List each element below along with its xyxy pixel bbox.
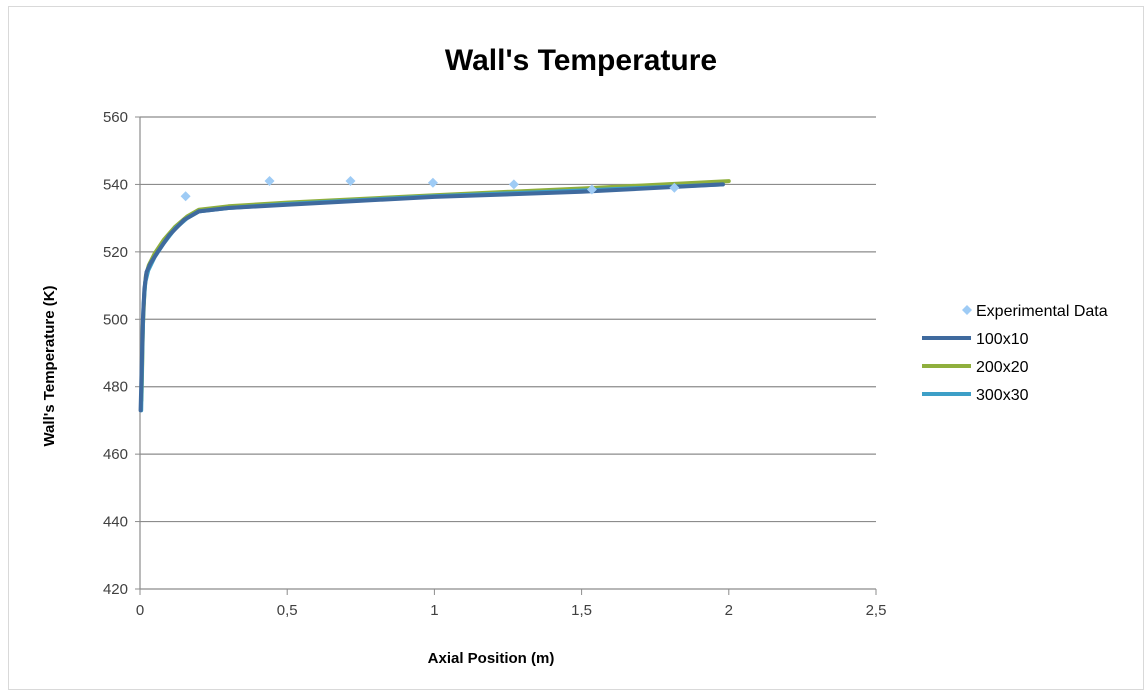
legend-label-3: 300x30	[976, 387, 1029, 404]
series-line-200x20	[139, 179, 731, 403]
ytick-label-480: 480	[103, 379, 128, 396]
xtick-label-4: 2	[725, 602, 733, 619]
series-line-100x10	[138, 182, 725, 413]
data-point-experimental-4	[508, 179, 519, 190]
ytick-label-560: 560	[103, 109, 128, 126]
data-point-experimental-5	[586, 184, 597, 195]
ytick-label-460: 460	[103, 446, 128, 463]
chart-title: Wall's Temperature	[445, 44, 717, 77]
data-point-experimental-2	[345, 176, 356, 187]
axes	[135, 116, 877, 595]
ytick-label-420: 420	[103, 581, 128, 598]
grid-lines	[140, 116, 876, 590]
ytick-label-540: 540	[103, 176, 128, 193]
x-axis-label: Axial Position (m)	[428, 650, 555, 667]
tick-labels: 420 440 460 480 500 520 540 560 0 0,5 1 1,5 2 2,5	[103, 109, 886, 619]
series-lines	[138, 179, 731, 413]
xtick-label-5: 2,5	[866, 602, 887, 619]
ytick-label-500: 500	[103, 311, 128, 328]
legend-label-0: Experimental Data	[976, 303, 1108, 320]
ytick-label-440: 440	[103, 514, 128, 531]
series-line-300x30	[139, 182, 725, 413]
legend: Experimental Data 100x10 200x20 300x30	[922, 303, 1108, 404]
data-point-experimental-6	[669, 182, 680, 193]
xtick-label-0: 0	[136, 602, 144, 619]
legend-label-2: 200x20	[976, 359, 1029, 376]
xtick-label-1: 0,5	[277, 602, 298, 619]
legend-label-1: 100x10	[976, 331, 1029, 348]
xtick-label-3: 1,5	[571, 602, 592, 619]
chart-frame	[8, 6, 1144, 690]
scatter-points	[180, 176, 680, 202]
data-point-experimental-0	[180, 191, 191, 202]
data-point-experimental-3	[427, 177, 438, 188]
y-axis-label: Wall's Temperature (K)	[41, 285, 58, 446]
xtick-label-2: 1	[430, 602, 438, 619]
data-point-experimental-1	[264, 176, 275, 187]
legend-marker-0	[962, 305, 972, 315]
ytick-label-520: 520	[103, 244, 128, 261]
